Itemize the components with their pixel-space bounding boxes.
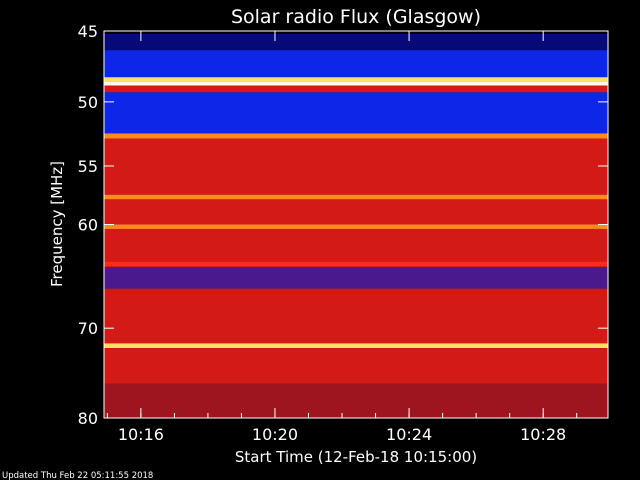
- y-tick-label: 60: [78, 216, 98, 235]
- x-tick-label: 10:28: [520, 425, 566, 444]
- y-tick-label: 55: [78, 157, 98, 176]
- x-tick-label: 10:24: [386, 425, 432, 444]
- band-4: [104, 85, 608, 93]
- y-axis: 45 50 55 60 70 80: [78, 22, 608, 428]
- x-axis: 10:16 10:20 10:24 10:28: [106, 31, 578, 444]
- band-8: [104, 194, 608, 200]
- band-16: [104, 348, 608, 384]
- band-14: [104, 288, 608, 344]
- band-17: [104, 383, 608, 418]
- y-tick-label: 45: [78, 22, 98, 41]
- x-tick-label: 10:16: [118, 425, 164, 444]
- y-tick-label: 80: [78, 409, 98, 428]
- band-2: [104, 77, 608, 82]
- band-10: [104, 224, 608, 229]
- chart-title: Solar radio Flux (Glasgow): [231, 6, 481, 28]
- x-axis-label: Start Time (12-Feb-18 10:15:00): [235, 448, 477, 466]
- band-15: [104, 343, 608, 349]
- y-tick-label: 50: [78, 93, 98, 112]
- band-11: [104, 228, 608, 262]
- band-7: [104, 138, 608, 195]
- band-12: [104, 261, 608, 267]
- band-6: [104, 133, 608, 139]
- band-3: [104, 81, 608, 86]
- band-0: [104, 33, 608, 51]
- band-9: [104, 199, 608, 225]
- footer-updated-text: Updated Thu Feb 22 05:11:55 2018: [2, 471, 153, 480]
- y-axis-label: Frequency [MHz]: [48, 161, 66, 287]
- x-tick-label: 10:20: [252, 425, 298, 444]
- band-5: [104, 92, 608, 134]
- band-13: [104, 266, 608, 289]
- y-tick-label: 70: [78, 319, 98, 338]
- band-1: [104, 50, 608, 78]
- plot-area: [104, 33, 608, 418]
